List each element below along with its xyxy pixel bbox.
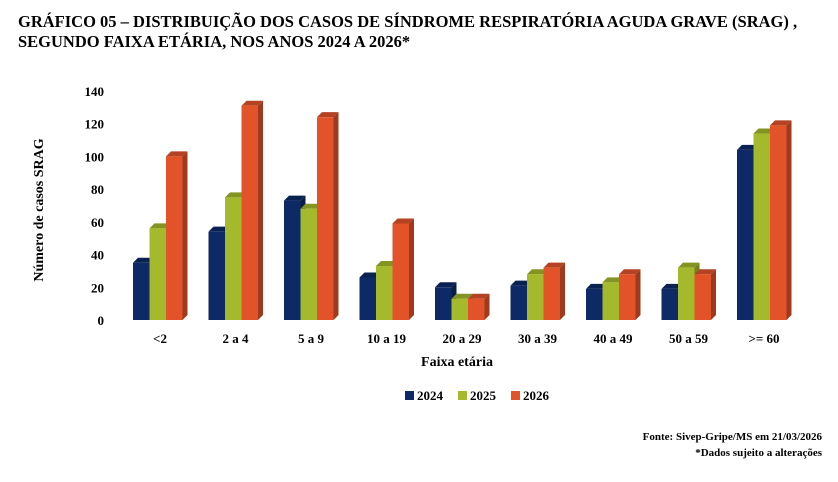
bar-2026-20 a 29 [468,298,485,320]
bar-2024-40 a 49 [586,288,603,320]
bar-2024-20 a 29 [435,287,452,320]
bar-side [711,269,716,320]
bar-top [208,226,230,232]
bar-2026-<2 [166,156,183,320]
bar-2025-2 a 4 [225,197,242,320]
bar-top [527,269,549,275]
bar-2025->= 60 [753,133,770,320]
bar-top [241,100,263,106]
bar-2025-30 a 39 [527,274,544,320]
bar-top [317,112,339,118]
y-tick-label: 40 [91,248,104,263]
bar-top [510,280,532,286]
bar-2026-2 a 4 [241,105,258,320]
y-tick-label: 140 [85,84,105,99]
y-tick-label: 0 [98,313,105,328]
legend-swatch-2025 [458,391,467,400]
bar-top [300,203,322,209]
legend-swatch-2024 [405,391,414,400]
bar-top [619,269,641,275]
y-tick-label: 80 [91,182,104,197]
x-tick-label: 10 a 19 [367,331,407,346]
x-tick-label: 40 a 49 [594,331,634,346]
bar-2025-20 a 29 [451,298,468,320]
bar-2025-50 a 59 [678,267,695,320]
legend-label: 2025 [470,388,497,403]
bar-top [661,283,683,289]
bar-2025-40 a 49 [602,282,619,320]
bar-top [737,144,759,150]
chart-title: GRÁFICO 05 – DISTRIBUIÇÃO DOS CASOS DE S… [18,12,798,51]
legend-swatch-2026 [511,391,520,400]
y-tick-label: 120 [85,117,105,132]
x-axis-label: Faixa etária [421,355,493,370]
bar-side [182,151,188,320]
bar-2024->= 60 [737,149,754,320]
bar-2026-40 a 49 [619,274,636,320]
bar-top [133,257,155,263]
bar-top [376,261,398,267]
bar-2024-2 a 4 [208,231,225,320]
bar-top [602,277,624,283]
y-tick-label: 60 [91,215,104,230]
bar-2025-10 a 19 [376,266,393,320]
bar-2026-5 a 9 [317,117,334,321]
x-tick-label: 20 a 29 [443,331,483,346]
bar-top [284,195,306,201]
disclaimer-note: *Dados sujeito a alterações [695,447,822,459]
bar-top [392,218,414,224]
bar-2026-50 a 59 [694,274,711,320]
bar-top [149,223,171,229]
bar-2026-30 a 39 [543,267,560,320]
bar-2024-50 a 59 [661,288,678,320]
bar-2024-10 a 19 [359,277,376,320]
bar-2025-5 a 9 [300,208,317,320]
bar-side [258,100,263,320]
bar-2024-<2 [133,262,150,320]
bar-2026-10 a 19 [392,223,409,320]
bar-top [770,120,792,126]
x-tick-label: 2 a 4 [223,331,250,346]
x-tick-label: >= 60 [748,331,779,346]
legend-label: 2026 [523,388,550,403]
y-tick-label: 100 [85,149,105,164]
x-tick-label: 30 a 39 [518,331,558,346]
legend-label: 2024 [417,388,444,403]
y-axis-label: Número de casos SRAG [32,138,47,281]
bar-2025-<2 [149,228,166,320]
bar-top [694,269,716,275]
bar-top [359,272,381,278]
x-tick-label: 50 a 59 [669,331,709,346]
bar-2026->= 60 [770,125,787,320]
bar-top [543,262,565,268]
bar-top [586,283,608,289]
bar-top [166,151,188,157]
bar-side [635,269,641,320]
x-tick-label: 5 a 9 [298,331,325,346]
x-tick-label: <2 [153,331,167,346]
bar-top [468,293,490,299]
bar-2024-30 a 39 [510,285,527,320]
bar-side [333,112,339,321]
bar-side [409,218,414,320]
bar-top [451,293,473,299]
bar-top [678,262,700,268]
source-note: Fonte: Sivep-Gripe/MS em 21/03/2026 [642,431,822,443]
bar-side [786,120,792,320]
y-tick-label: 20 [91,280,104,295]
bar-side [560,262,565,320]
bar-side [484,293,490,320]
bar-top [225,192,247,198]
bar-2024-5 a 9 [284,200,301,320]
bar-top [435,282,457,288]
bar-top [753,128,775,134]
